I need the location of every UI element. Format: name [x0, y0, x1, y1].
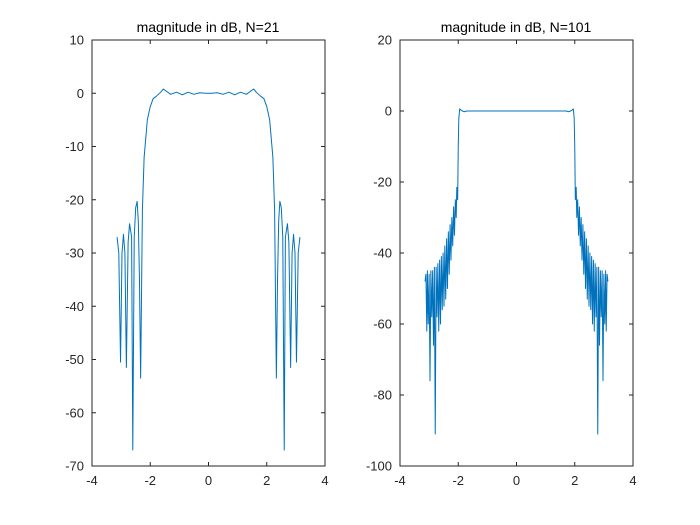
subplot-left-ytick-label: -60	[65, 405, 84, 420]
subplot-left-title: magnitude in dB, N=21	[137, 19, 280, 35]
subplot-left-xtick-label: 2	[263, 473, 270, 488]
subplot-right-title: magnitude in dB, N=101	[441, 19, 592, 35]
subplot-left-ytick-label: -40	[65, 299, 84, 314]
subplot-left-ytick-label: -30	[65, 246, 84, 261]
subplot-right-ytick-label: -60	[373, 317, 392, 332]
subplot-left-series-line	[116, 88, 301, 451]
subplot-right-xtick-label: 4	[629, 473, 636, 488]
subplot-left-ytick-label: -10	[65, 139, 84, 154]
subplot-left-ytick-label: 10	[70, 33, 84, 48]
subplot-left-axes-box	[91, 39, 326, 467]
subplot-left-ytick-label: -50	[65, 352, 84, 367]
subplot-right-xtick-label: -4	[394, 473, 406, 488]
subplot-right-xtick-label: -2	[452, 473, 464, 488]
subplot-left-xtick-label: -2	[144, 473, 156, 488]
subplot-right-ytick-label: 20	[378, 33, 392, 48]
subplot-left: magnitude in dB, N=21 -4 -2 0 2 4-70-60-50-4…	[65, 19, 328, 488]
subplot-right-ytick-label: -40	[373, 246, 392, 261]
subplot-right-ytick-label: -80	[373, 388, 392, 403]
subplot-left-xtick-label: 0	[205, 473, 212, 488]
subplot-right-series-line	[424, 108, 609, 435]
subplot-left-xtick-label: -4	[86, 473, 98, 488]
subplot-right: magnitude in dB, N=101 -4 -2 0 2 4-100-80-60…	[366, 19, 637, 488]
subplot-right-ytick-label: -20	[373, 175, 392, 190]
subplot-left-ytick-label: -20	[65, 192, 84, 207]
subplot-right-xtick-label: 0	[513, 473, 520, 488]
subplot-left-ytick-label: 0	[77, 86, 84, 101]
subplot-left-ytick-label: -70	[65, 459, 84, 474]
subplot-right-ytick-label: 0	[385, 104, 392, 119]
subplot-right-ytick-label: -100	[366, 459, 392, 474]
subplot-right-xtick-label: 2	[571, 473, 578, 488]
subplot-left-xtick-label: 4	[321, 473, 328, 488]
subplot-right-axes-box	[399, 39, 634, 467]
